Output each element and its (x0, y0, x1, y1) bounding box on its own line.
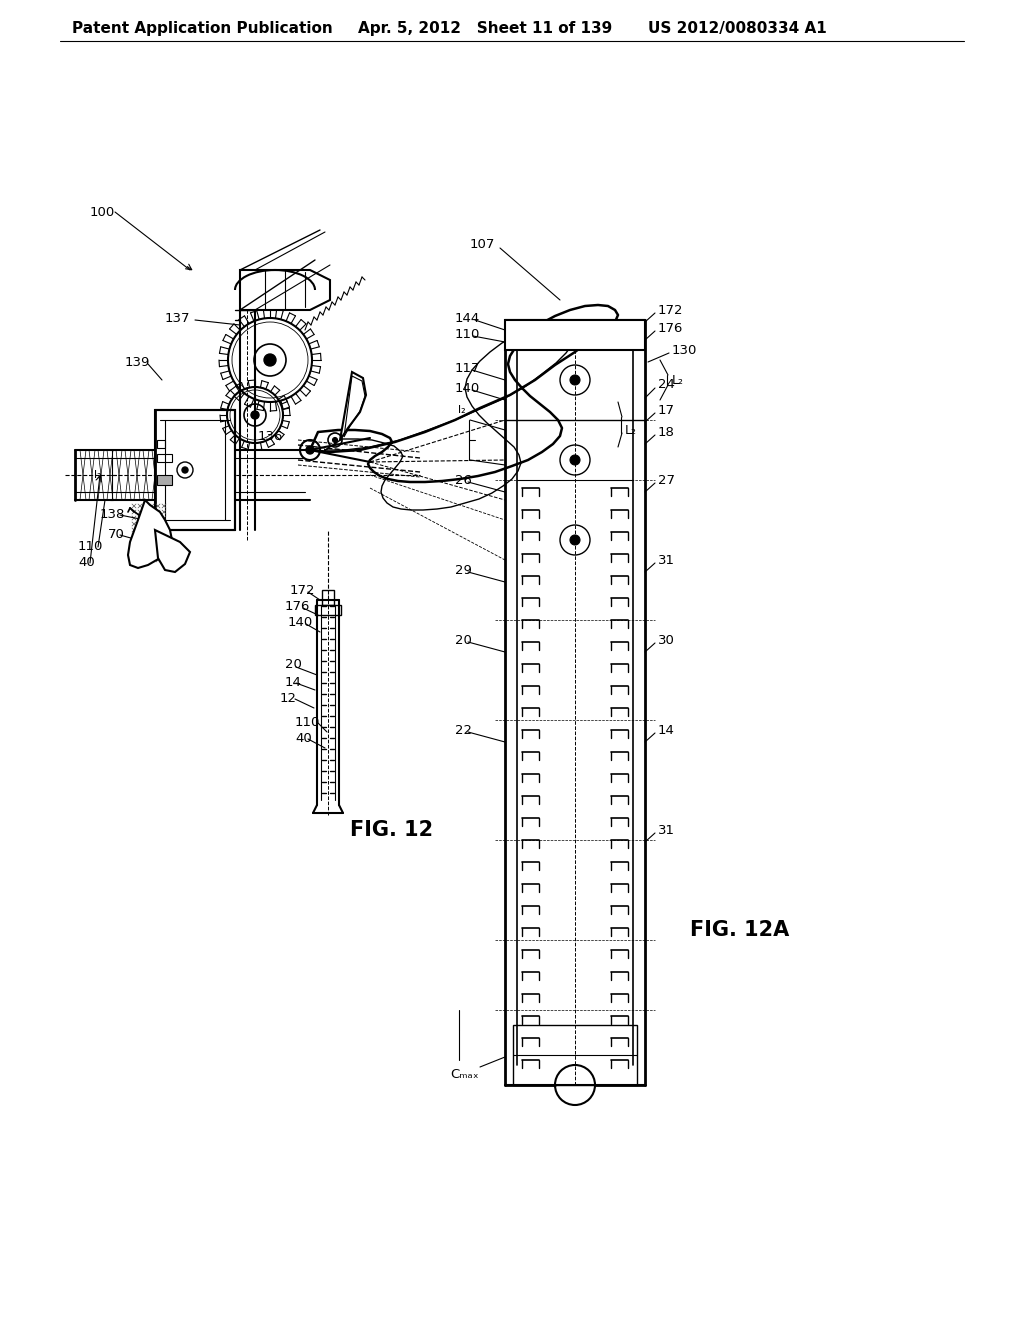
Text: 30: 30 (658, 634, 675, 647)
Bar (157, 454, 172, 462)
Text: 110: 110 (295, 715, 321, 729)
Text: Patent Application Publication: Patent Application Publication (72, 21, 333, 36)
Text: 40: 40 (295, 731, 311, 744)
Text: 117: 117 (455, 362, 480, 375)
Text: 31: 31 (658, 824, 675, 837)
Text: 14: 14 (285, 676, 302, 689)
Text: 139: 139 (125, 355, 151, 368)
Polygon shape (340, 372, 366, 440)
Text: 14: 14 (658, 723, 675, 737)
Text: 27: 27 (658, 474, 675, 487)
Circle shape (251, 411, 259, 418)
Text: 17: 17 (658, 404, 675, 417)
Circle shape (264, 354, 276, 366)
Text: FIG. 12A: FIG. 12A (690, 920, 790, 940)
Text: 29: 29 (455, 564, 472, 577)
Circle shape (570, 535, 580, 545)
Text: 140: 140 (288, 615, 313, 628)
Text: 100: 100 (90, 206, 116, 219)
Text: 176: 176 (658, 322, 683, 334)
Text: 107: 107 (470, 239, 496, 252)
Text: 24: 24 (658, 379, 675, 392)
Text: 20: 20 (285, 659, 302, 672)
Bar (155, 411, 234, 531)
Text: Apr. 5, 2012   Sheet 11 of 139: Apr. 5, 2012 Sheet 11 of 139 (358, 21, 612, 36)
Text: L₂: L₂ (625, 424, 637, 437)
Text: 12: 12 (280, 692, 297, 705)
Text: 130: 130 (672, 343, 697, 356)
Circle shape (182, 467, 188, 473)
Circle shape (306, 446, 314, 454)
Text: US 2012/0080334 A1: US 2012/0080334 A1 (648, 21, 826, 36)
Text: 18: 18 (658, 425, 675, 438)
Text: 144: 144 (455, 312, 480, 325)
Bar (315, 605, 341, 615)
Bar (322, 590, 334, 605)
Text: L₂: L₂ (672, 374, 684, 387)
Bar (157, 475, 172, 484)
Text: FIG. 12: FIG. 12 (350, 820, 433, 840)
Polygon shape (240, 271, 330, 310)
Text: 40: 40 (78, 556, 95, 569)
Text: 20: 20 (455, 634, 472, 647)
Text: 172: 172 (658, 304, 683, 317)
Text: 26: 26 (455, 474, 472, 487)
Text: 31: 31 (658, 553, 675, 566)
Circle shape (333, 437, 338, 442)
Text: 172: 172 (290, 583, 315, 597)
Text: 138: 138 (100, 507, 125, 520)
Text: l₂: l₂ (94, 470, 101, 480)
Text: 22: 22 (455, 723, 472, 737)
Bar (157, 440, 165, 447)
Text: l₂: l₂ (458, 405, 466, 414)
Text: Cₘₐₓ: Cₘₐₓ (450, 1068, 478, 1081)
Text: 176: 176 (285, 599, 310, 612)
Text: 137: 137 (165, 312, 190, 325)
Text: 110: 110 (78, 540, 103, 553)
Polygon shape (128, 500, 172, 568)
Text: 136: 136 (258, 430, 284, 444)
Polygon shape (155, 531, 190, 572)
Circle shape (570, 375, 580, 385)
Circle shape (570, 455, 580, 465)
Bar (505, 319, 645, 350)
Text: 110: 110 (455, 327, 480, 341)
Text: 70: 70 (108, 528, 125, 540)
Text: 140: 140 (455, 381, 480, 395)
Bar (513, 1026, 637, 1085)
